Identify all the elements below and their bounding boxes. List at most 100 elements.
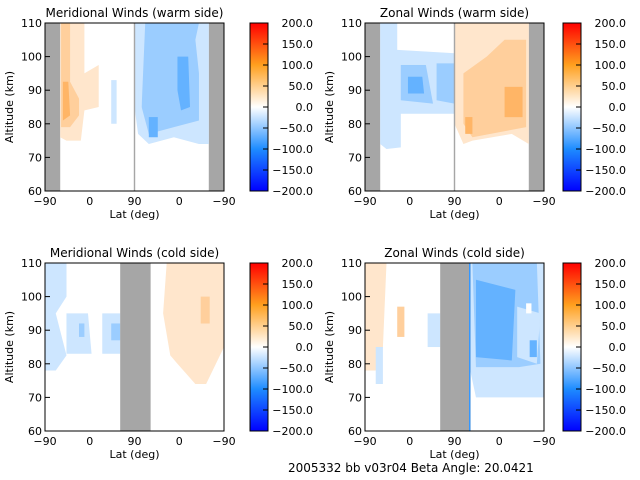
colorbar-tick-label: 100.0 (595, 299, 627, 312)
y-tick-label: 70 (28, 391, 42, 404)
colorbar-tick-label: −150.0 (585, 404, 626, 417)
colorbar-tick-label: 0.0 (609, 341, 627, 354)
chart-panel-3: Meridional Winds (cold side) 60 70 80 90 100 1… (3, 246, 313, 461)
colorbar-tick-label: −100.0 (585, 143, 626, 156)
colorbar-tick-label: −200.0 (585, 425, 626, 438)
x-tick-label: 0 (86, 195, 93, 208)
y-tick-label: 100 (21, 51, 42, 64)
colorbar-tick-label: 200.0 (595, 17, 627, 30)
colorbar-tick-label: −200.0 (272, 185, 313, 198)
colorbar-tick-label: −150.0 (272, 404, 313, 417)
masked-region (120, 263, 151, 431)
masked-region (440, 263, 471, 431)
chart-panel-2: Zonal Winds (warm side) 60 70 80 90 100 110 −90… (323, 6, 626, 221)
colorbar-tick-label: 200.0 (282, 257, 314, 270)
x-axis-label: Lat (deg) (110, 448, 160, 461)
y-tick-label: 110 (341, 257, 362, 270)
chart-title: Meridional Winds (cold side) (50, 246, 219, 260)
colorbar-tick-label: 200.0 (595, 257, 627, 270)
y-axis-label: Altitude (km) (323, 71, 336, 143)
colorbar-tick-label: 200.0 (282, 17, 314, 30)
contour-region (530, 340, 537, 357)
contour-region (163, 263, 224, 384)
x-axis-label: Lat (deg) (110, 208, 160, 221)
x-tick-label: −90 (353, 435, 376, 448)
contour-region (63, 82, 70, 121)
colorbar-tick-label: −100.0 (272, 143, 313, 156)
y-tick-label: 90 (28, 324, 42, 337)
x-tick-label: −90 (353, 195, 376, 208)
x-tick-label: −90 (212, 195, 235, 208)
colorbar-tick-label: 0.0 (296, 101, 314, 114)
colorbar-tick-label: −50.0 (592, 362, 626, 375)
y-tick-label: 110 (21, 257, 42, 270)
contour-region (201, 297, 210, 324)
y-axis-label: Altitude (km) (3, 311, 16, 383)
contour-region (526, 303, 531, 313)
x-tick-label: 0 (406, 435, 413, 448)
colorbar-tick-label: 0.0 (609, 101, 627, 114)
colorbar-tick-label: 100.0 (282, 299, 314, 312)
colorbar-tick-label: −150.0 (272, 164, 313, 177)
x-tick-label: 0 (406, 195, 413, 208)
plot-frame (364, 22, 545, 192)
y-tick-label: 80 (28, 358, 42, 371)
x-axis-label: Lat (deg) (430, 448, 480, 461)
colorbar-tick-label: 150.0 (282, 278, 314, 291)
x-tick-label: 0 (176, 435, 183, 448)
plot-area (365, 263, 544, 431)
y-tick-label: 110 (21, 17, 42, 30)
colorbar-tick-label: 50.0 (602, 320, 627, 333)
chart-panel-1: Meridional Winds (warm side) 60 70 80 90 100 1… (3, 6, 313, 221)
x-tick-label: 90 (128, 195, 142, 208)
contour-region (505, 87, 523, 117)
x-tick-label: 0 (496, 195, 503, 208)
masked-region (208, 23, 224, 191)
y-tick-label: 70 (348, 151, 362, 164)
y-axis-label: Altitude (km) (323, 311, 336, 383)
colorbar-tick-label: 50.0 (289, 80, 314, 93)
contour-region (397, 307, 404, 337)
footer-text: 2005332 bb v03r04 Beta Angle: 20.0421 (288, 461, 534, 475)
x-tick-label: 90 (448, 195, 462, 208)
colorbar-tick-label: 150.0 (595, 38, 627, 51)
x-tick-label: 0 (86, 435, 93, 448)
y-tick-label: 80 (348, 118, 362, 131)
chart-title: Zonal Winds (cold side) (384, 246, 525, 260)
x-tick-label: −90 (33, 195, 56, 208)
x-tick-label: 90 (448, 435, 462, 448)
colorbar-tick-label: 50.0 (602, 80, 627, 93)
colorbar-tick-label: 100.0 (595, 59, 627, 72)
masked-region (528, 23, 544, 191)
x-tick-label: 0 (496, 435, 503, 448)
colorbar-tick-label: 0.0 (296, 341, 314, 354)
contour-region (437, 63, 455, 103)
x-tick-label: −90 (532, 435, 555, 448)
contour-region (408, 77, 424, 94)
y-tick-label: 60 (28, 185, 42, 198)
y-tick-label: 100 (341, 51, 362, 64)
masked-region (365, 23, 381, 191)
colorbar-tick-label: −100.0 (585, 383, 626, 396)
y-tick-label: 70 (28, 151, 42, 164)
y-tick-label: 110 (341, 17, 362, 30)
contour-region (45, 263, 66, 371)
colorbar-tick-label: −150.0 (585, 164, 626, 177)
plot-frame (44, 22, 225, 192)
y-tick-label: 100 (341, 291, 362, 304)
masked-region (45, 23, 61, 191)
colorbar-tick-label: −50.0 (279, 122, 313, 135)
colorbar-tick-label: −200.0 (272, 425, 313, 438)
colorbar-tick-label: 150.0 (282, 38, 314, 51)
contour-region (376, 347, 383, 384)
contour-region (79, 323, 84, 336)
colorbar-tick-label: −50.0 (592, 122, 626, 135)
y-axis-label: Altitude (km) (3, 71, 16, 143)
y-tick-label: 100 (21, 291, 42, 304)
contour-region (517, 307, 540, 364)
plot-frame (364, 262, 545, 432)
colorbar-tick-label: −50.0 (279, 362, 313, 375)
contour-region (111, 80, 116, 124)
contour-region (476, 280, 515, 361)
contour-region (149, 117, 158, 137)
